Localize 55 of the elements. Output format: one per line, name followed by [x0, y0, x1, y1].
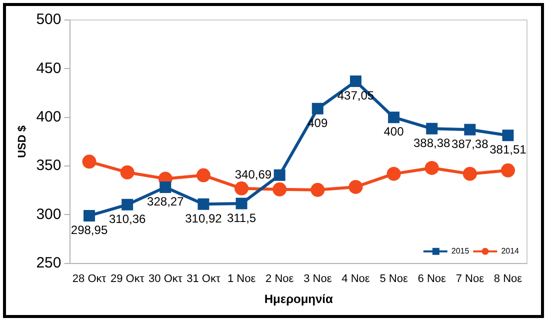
- point: [122, 198, 134, 210]
- y-tick-label: 450: [36, 60, 62, 77]
- x-tick-label: 5 Νοε: [380, 273, 408, 286]
- x-tick-label: 29 Οκτ: [110, 273, 145, 286]
- y-tick-label: 500: [36, 11, 62, 28]
- point: [120, 165, 134, 180]
- data-label: 310,92: [185, 211, 222, 226]
- legend-label: 2014: [501, 246, 520, 256]
- legend-label: 2015: [451, 246, 470, 256]
- y-tick-label: 400: [36, 108, 62, 126]
- point: [350, 76, 362, 88]
- y-tick-label: 250: [36, 254, 62, 272]
- x-tick-label: 2 Νοε: [266, 273, 294, 286]
- point: [84, 210, 95, 222]
- x-tick-label: 28 Οκτ: [72, 273, 107, 286]
- point: [312, 102, 324, 114]
- point: [348, 180, 363, 194]
- point: [388, 112, 400, 124]
- point: [236, 198, 248, 210]
- point: [462, 166, 477, 181]
- point: [502, 130, 514, 142]
- point: [198, 198, 210, 210]
- x-tick-label: 30 Οκτ: [148, 273, 183, 286]
- x-tick-label: 4 Νοε: [342, 273, 370, 286]
- point: [160, 181, 172, 193]
- point: [500, 163, 515, 178]
- data-label: 381,51: [490, 142, 527, 157]
- data-label: 340,69: [234, 167, 272, 182]
- data-label: 387,38: [452, 136, 489, 151]
- y-tick-label: 300: [36, 206, 62, 223]
- data-label: 388,38: [413, 136, 451, 150]
- point: [424, 160, 439, 175]
- point: [234, 181, 249, 196]
- x-tick-label: 1 Νοε: [227, 273, 256, 286]
- x-tick-label: 31 Οκτ: [186, 273, 221, 286]
- x-tick-label: 7 Νοε: [456, 273, 484, 286]
- y-tick-label: 350: [36, 157, 62, 174]
- x-tick-label: 6 Νοε: [418, 273, 446, 286]
- data-label: 310,36: [108, 212, 146, 226]
- point: [272, 182, 287, 196]
- data-label: 328,27: [147, 194, 184, 209]
- point: [196, 168, 210, 182]
- data-label: 400: [384, 124, 404, 139]
- point: [274, 169, 286, 181]
- y-axis-title: USD $: [16, 125, 29, 158]
- x-tick-label: 3 Νοε: [304, 273, 332, 286]
- x-axis-title: Ημερομηνία: [264, 292, 334, 306]
- point: [464, 124, 476, 136]
- data-label: 298,95: [70, 223, 108, 238]
- x-tick-label: 8 Νοε: [494, 273, 522, 286]
- point: [426, 122, 438, 134]
- data-label: 311,5: [226, 210, 256, 225]
- point: [310, 182, 325, 197]
- point: [386, 166, 401, 181]
- point: [82, 154, 96, 169]
